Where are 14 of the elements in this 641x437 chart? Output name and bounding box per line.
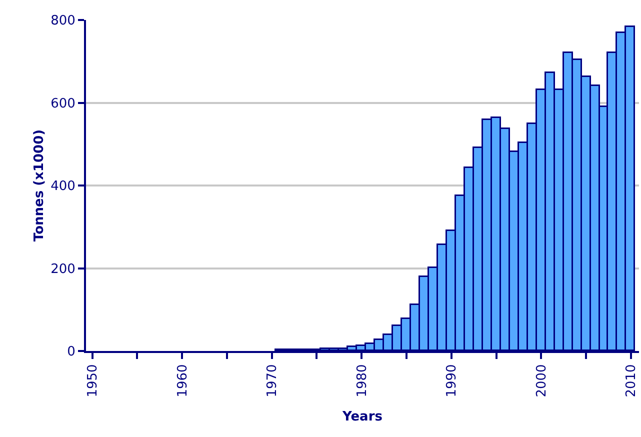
y-tick-label: 0 (67, 344, 76, 360)
x-axis-title: Years (342, 409, 383, 424)
y-axis-title: Tonnes (x1000) (32, 129, 48, 242)
x-tick-label: 2000 (534, 364, 550, 398)
y-tick-label: 200 (50, 262, 76, 277)
x-tick-label: 2010 (624, 364, 640, 398)
y-tick-label: 400 (50, 179, 76, 194)
x-tick-label: 1960 (175, 364, 190, 398)
x-tick-label: 1970 (265, 364, 280, 398)
y-tick-label: 800 (50, 14, 76, 29)
x-tick-label: 1980 (354, 364, 370, 398)
x-tick-label: 1950 (86, 364, 101, 398)
y-tick-label: 600 (50, 96, 76, 112)
x-tick-label: 1990 (444, 364, 460, 398)
